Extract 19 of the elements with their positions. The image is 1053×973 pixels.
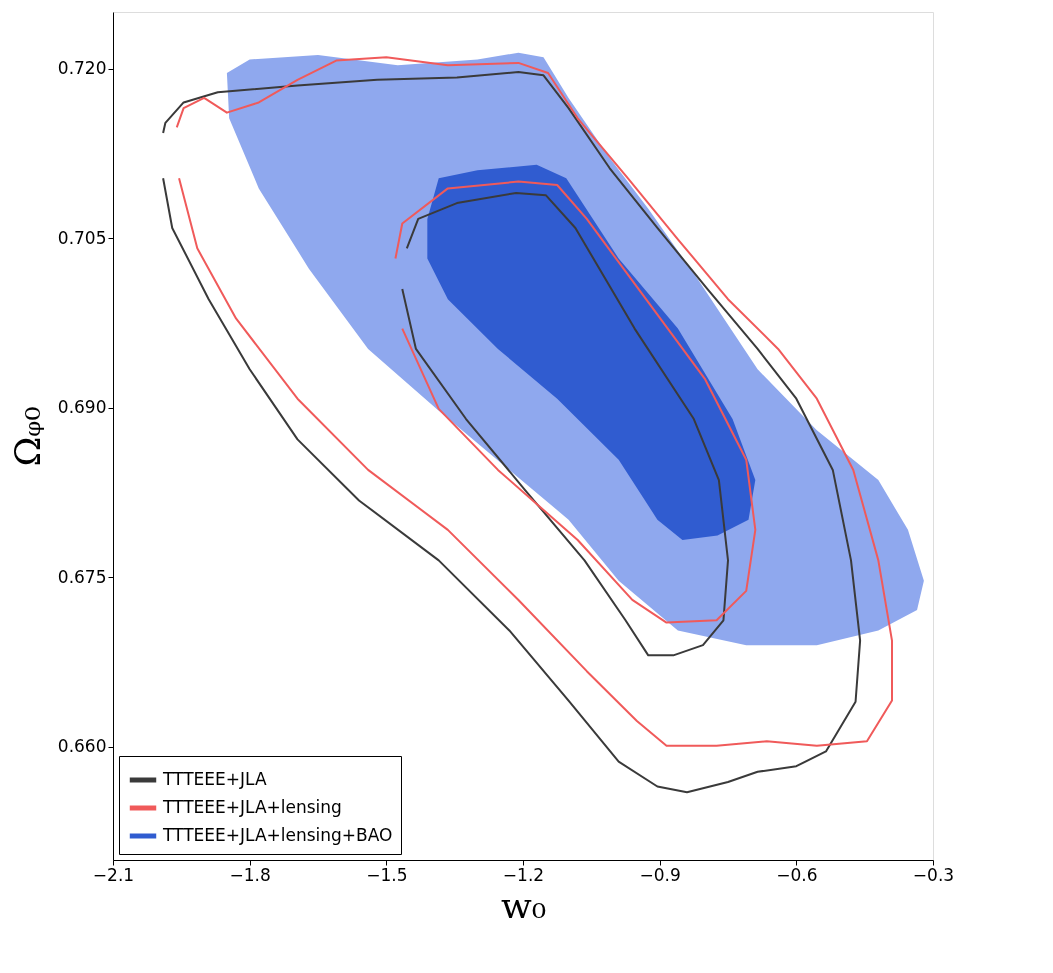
x-tick-label: −0.6 — [776, 864, 818, 885]
x-tick-label: −1.2 — [502, 864, 545, 885]
legend-label: TTTEEE+JLA+lensing+BAO — [162, 825, 393, 845]
x-tick-label: −0.3 — [912, 864, 955, 885]
y-tick-label: 0.720 — [57, 58, 107, 79]
x-axis-title: w₀ — [500, 884, 547, 926]
y-tick-label: 0.660 — [57, 736, 107, 757]
legend-label: TTTEEE+JLA — [162, 769, 267, 789]
y-tick-label: 0.705 — [57, 227, 107, 248]
x-tick-label: −1.5 — [366, 864, 408, 885]
x-tick-label: −1.8 — [229, 864, 271, 885]
y-tick-label: 0.690 — [57, 397, 107, 418]
x-tick-label: −2.1 — [92, 864, 135, 885]
line-series — [401, 191, 729, 657]
legend-label: TTTEEE+JLA+lensing — [162, 797, 342, 817]
x-tick-label: −0.9 — [639, 864, 681, 885]
y-axis-title: Ωᵩ₀ — [6, 406, 48, 467]
y-tick-label: 0.675 — [57, 566, 107, 587]
line-series — [394, 180, 757, 624]
